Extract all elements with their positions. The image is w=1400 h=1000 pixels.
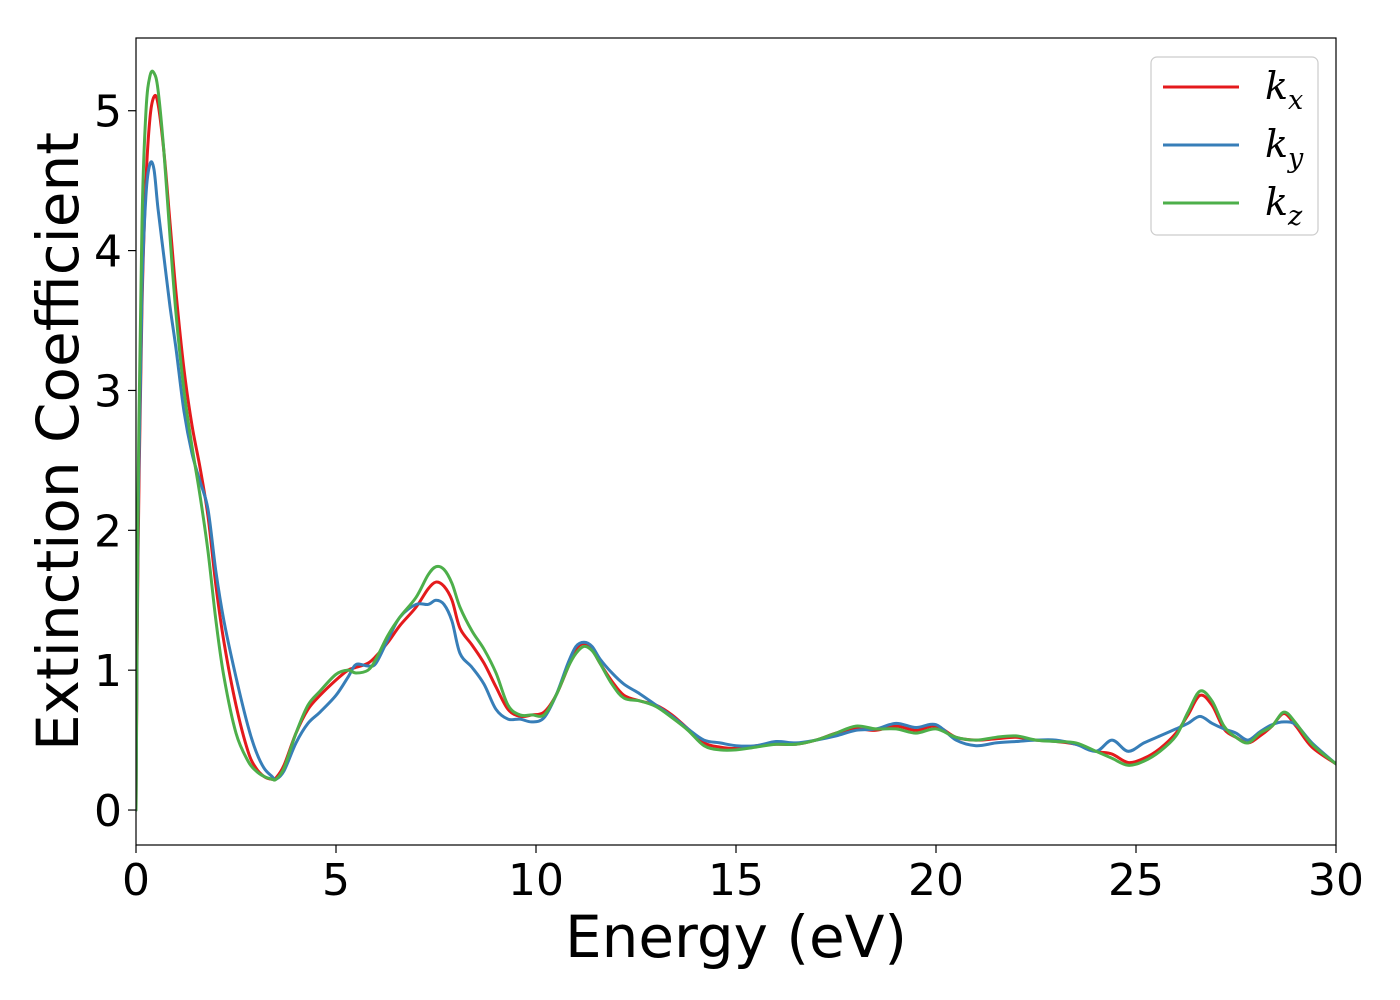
legend-item-ky: ky [1163, 122, 1304, 174]
x-axis-title: Energy (eV) [565, 903, 907, 971]
y-tick-label: 1 [94, 646, 122, 697]
series-line-ky [136, 160, 1336, 812]
x-tick-label: 0 [122, 855, 150, 906]
x-tick-label: 25 [1108, 855, 1164, 906]
x-tick-label: 30 [1308, 855, 1364, 906]
x-tick-label: 5 [322, 855, 350, 906]
y-tick-label: 5 [94, 87, 122, 138]
legend-item-kx: kx [1163, 64, 1303, 116]
legend: kx ky kz [1150, 56, 1319, 236]
legend-label: kz [1265, 180, 1303, 232]
y-tick-label: 4 [94, 227, 122, 278]
x-tick-label: 20 [908, 855, 964, 906]
y-tick-label: 0 [94, 786, 122, 837]
legend-item-kz: kz [1163, 180, 1303, 232]
legend-label: ky [1265, 122, 1304, 174]
series-line-kz [136, 69, 1336, 812]
x-tick-label: 10 [508, 855, 564, 906]
legend-label: kx [1265, 64, 1303, 116]
y-tick-label: 3 [94, 366, 122, 417]
y-axis-title: Extinction Coefficient [24, 132, 92, 751]
series-layer [136, 69, 1336, 812]
ticks-layer: 0 5 10 15 20 25 30 0 1 2 3 4 5 [94, 87, 1364, 906]
x-tick-label: 15 [708, 855, 764, 906]
y-tick-label: 2 [94, 506, 122, 557]
